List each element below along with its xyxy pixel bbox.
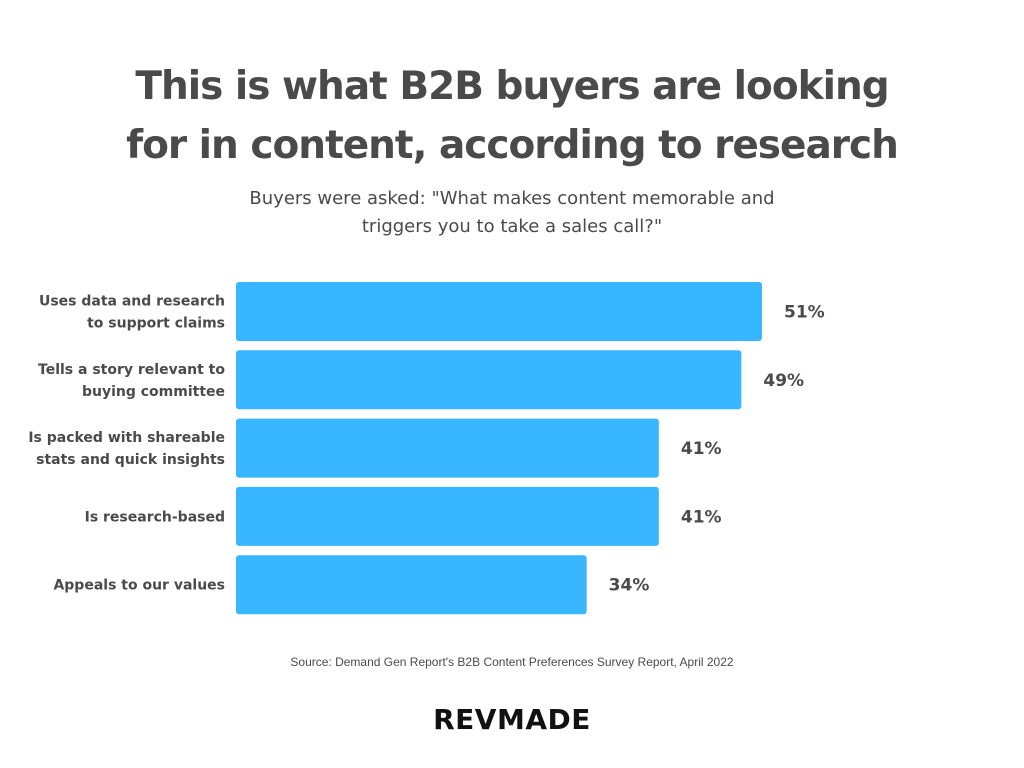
value-label-2: 49% (763, 371, 804, 391)
value-label-5: 34% (609, 576, 650, 596)
category-label-1: Uses data and research to support claims (39, 294, 225, 332)
value-label-1: 51% (784, 303, 825, 323)
value-label-4: 41% (681, 507, 722, 527)
chart-subtitle-line-1: Buyers were asked: "What makes content m… (249, 188, 775, 209)
source-note: Source: Demand Gen Report's B2B Content … (290, 655, 734, 669)
bar-1 (236, 282, 762, 341)
bar-4 (236, 486, 659, 546)
value-label-3: 41% (681, 439, 722, 459)
category-label-2: Tells a story relevant to buying committe… (38, 362, 225, 400)
bar-chart: Uses data and research to support claims 5… (28, 282, 825, 615)
bar-3 (236, 418, 659, 478)
category-label-5: Appeals to our values (53, 578, 225, 594)
chart-title-line-1: This is what B2B buyers are looking (135, 64, 889, 109)
category-label-3: Is packed with shareable stats and quick … (28, 430, 225, 468)
category-label-4: Is research-based (85, 509, 225, 525)
bar-2 (236, 350, 742, 410)
bar-5 (236, 555, 587, 615)
chart-title-line-2: for in content, according to research (126, 123, 899, 168)
chart-subtitle-line-2: triggers you to take a sales call?" (361, 216, 663, 237)
revmade-logo: REVMADE (433, 703, 591, 736)
